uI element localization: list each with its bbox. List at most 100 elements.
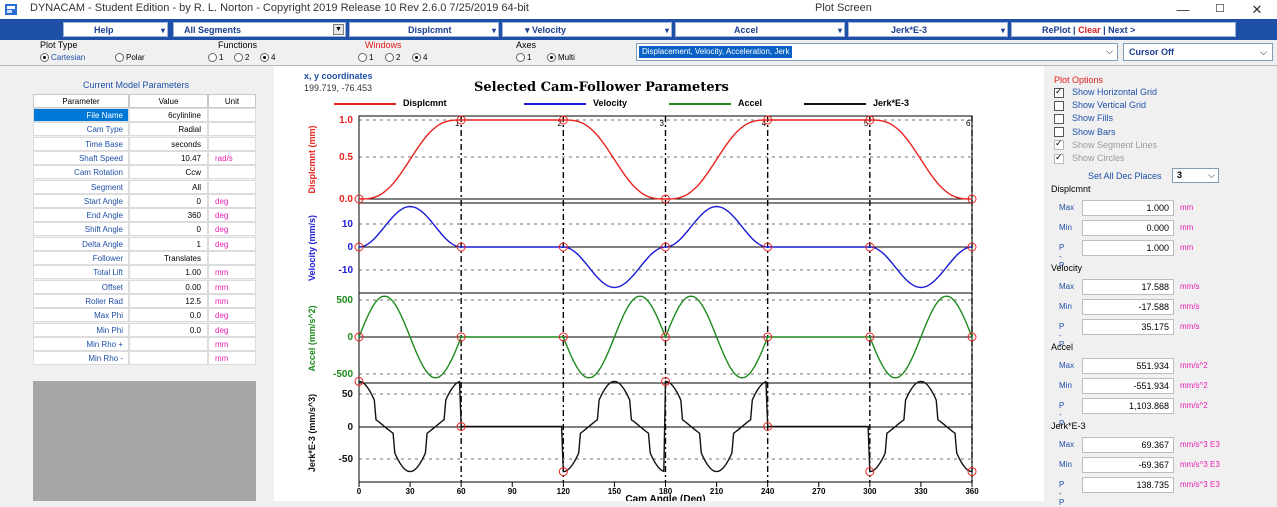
table-row[interactable]: Delta Angle 1 deg (33, 236, 256, 251)
minimize-button[interactable]: — (1176, 2, 1190, 17)
table-row[interactable]: Min Rho + mm (33, 336, 256, 351)
legend-line (669, 102, 731, 105)
checkbox-label: Show Circles (1072, 153, 1125, 163)
functions-dropdown[interactable]: Displacement, Velocity, Acceleration, Je… (636, 43, 1118, 61)
y-axis-label: Accel (mm/s^2) (307, 305, 317, 371)
stat-label: Min (1059, 460, 1072, 469)
accel-menu[interactable]: Accel ▾ (675, 22, 845, 37)
parameter-unit: mm (208, 265, 256, 280)
jerk-menu-label: Jerk*E-3 (891, 25, 928, 35)
legend-line (524, 102, 586, 105)
stats-section-title: Velocity (1051, 263, 1083, 273)
parameter-value[interactable]: All (129, 179, 208, 194)
stat-label: Max (1059, 361, 1075, 370)
stat-value: 551.934 (1082, 358, 1174, 374)
stat-value: -69.367 (1082, 457, 1174, 473)
dec-places-dropdown[interactable]: 3 ⌵ (1172, 168, 1219, 183)
table-row[interactable]: Total Lift 1.00 mm (33, 265, 256, 280)
parameter-value[interactable]: 360 (129, 208, 208, 223)
next-button[interactable]: Next > (1108, 25, 1136, 35)
segments-dropdown[interactable]: All Segments ▼ (173, 22, 346, 37)
checkbox-label: Show Segment Lines (1072, 139, 1158, 150)
checkbox-show-horizontal-grid[interactable]: Show Horizontal Grid (1054, 86, 1157, 99)
functions-radio-2[interactable]: 2 (234, 53, 249, 63)
parameter-value[interactable] (129, 336, 208, 351)
table-row[interactable]: Follower Translates (33, 251, 256, 265)
maximize-button[interactable]: ☐ (1215, 3, 1225, 15)
parameter-unit: mm (208, 351, 256, 366)
parameter-value[interactable]: Radial (129, 122, 208, 137)
table-row[interactable]: Time Base seconds (33, 136, 256, 151)
table-row[interactable]: End Angle 360 deg (33, 208, 256, 223)
replot-button[interactable]: RePlot (1042, 25, 1071, 35)
stat-unit: mm (1180, 203, 1194, 212)
parameter-unit: deg (208, 322, 256, 337)
parameter-value[interactable]: Translates (129, 251, 208, 265)
parameter-value[interactable]: 1.00 (129, 265, 208, 280)
checkbox-show-segment-lines[interactable]: Show Segment Lines (1054, 138, 1158, 152)
checkbox-show-circles[interactable]: Show Circles (1054, 152, 1125, 165)
help-menu[interactable]: Help ▾ (63, 22, 168, 37)
table-row[interactable]: Min Phi 0.0 deg (33, 322, 256, 337)
stat-unit: mm/s^2 (1180, 381, 1208, 390)
table-row[interactable]: Roller Rad 12.5 mm (33, 293, 256, 308)
table-row[interactable]: Offset 0.00 mm (33, 279, 256, 294)
parameter-value[interactable]: 0 (129, 222, 208, 237)
windows-radio-2[interactable]: 2 (385, 53, 400, 63)
checkbox-show-bars[interactable]: Show Bars (1054, 127, 1116, 139)
axes-radio-1[interactable]: 1 (516, 53, 531, 63)
velocity-menu[interactable]: ▾ Velocity ▾ (502, 22, 672, 37)
table-row[interactable]: Max Phi 0.0 deg (33, 308, 256, 323)
cursor-dropdown[interactable]: Cursor Off ⌵ (1123, 43, 1273, 61)
displacement-menu-label: Displcmnt (408, 25, 452, 35)
table-row[interactable]: File Name 6cylinline (33, 108, 256, 122)
functions-radio-4[interactable]: 4 (260, 53, 275, 63)
stat-unit: mm/s^3 E3 (1180, 440, 1220, 449)
parameter-value[interactable]: 0.0 (129, 308, 208, 323)
parameter-value[interactable]: 6cylinline (129, 108, 208, 122)
stats-section-title: Displcmnt (1051, 184, 1091, 194)
clear-button[interactable]: Clear (1078, 25, 1101, 35)
displacement-menu[interactable]: Displcmnt ▾ (349, 22, 499, 37)
parameter-value[interactable]: 0.00 (129, 279, 208, 294)
action-buttons: RePlot | Clear | Next > (1011, 22, 1236, 37)
parameter-value[interactable]: 0 (129, 193, 208, 208)
table-row[interactable]: Shift Angle 0 deg (33, 222, 256, 237)
table-row[interactable]: Cam Type Radial (33, 122, 256, 137)
plot-area[interactable]: x, y coordinates 199.719, -76.453 Select… (274, 66, 1044, 501)
cartesian-radio[interactable]: Cartesian (40, 53, 85, 63)
checkbox-icon (1054, 152, 1064, 164)
x-tick-label: 300 (863, 487, 877, 496)
table-row[interactable]: Start Angle 0 deg (33, 193, 256, 208)
jerk-menu[interactable]: Jerk*E-3 ▾ (848, 22, 1008, 37)
windows-radio-1[interactable]: 1 (358, 53, 373, 63)
table-row[interactable]: Shaft Speed 10.47 rad/s (33, 150, 256, 165)
checkbox-show-vertical-grid[interactable]: Show Vertical Grid (1054, 100, 1146, 112)
table-row[interactable]: Cam Rotation Ccw (33, 165, 256, 180)
parameter-value[interactable]: 1 (129, 236, 208, 251)
parameter-value[interactable]: seconds (129, 136, 208, 151)
table-row[interactable]: Min Rho - mm (33, 351, 256, 366)
axes-radio-multi[interactable]: Multi (547, 53, 575, 63)
series-line-jerk-e-3 (358, 380, 973, 473)
parameter-unit: rad/s (208, 150, 256, 165)
parameter-name: Delta Angle (33, 236, 129, 251)
windows-radio-4[interactable]: 4 (412, 53, 427, 63)
stats-section-title: Accel (1051, 342, 1074, 352)
y-axis-label: Jerk*E-3 (mm/s^3) (307, 394, 317, 472)
legend-line (334, 102, 396, 105)
parameter-value[interactable]: 12.5 (129, 293, 208, 308)
stat-value: 0.000 (1082, 220, 1174, 236)
table-row[interactable]: Segment All (33, 179, 256, 194)
polar-radio[interactable]: Polar (115, 53, 145, 63)
parameter-value[interactable] (129, 351, 208, 366)
parameter-value[interactable]: Ccw (129, 165, 208, 180)
checkbox-show-fills[interactable]: Show Fills (1054, 113, 1113, 125)
parameter-value[interactable]: 0.0 (129, 322, 208, 337)
stat-unit: mm/s^3 E3 (1180, 460, 1220, 469)
close-button[interactable]: ✕ (1251, 2, 1263, 17)
x-tick-label: 270 (812, 487, 826, 496)
functions-radio-1[interactable]: 1 (208, 53, 223, 63)
boundary-circle (763, 242, 773, 252)
parameter-value[interactable]: 10.47 (129, 150, 208, 165)
